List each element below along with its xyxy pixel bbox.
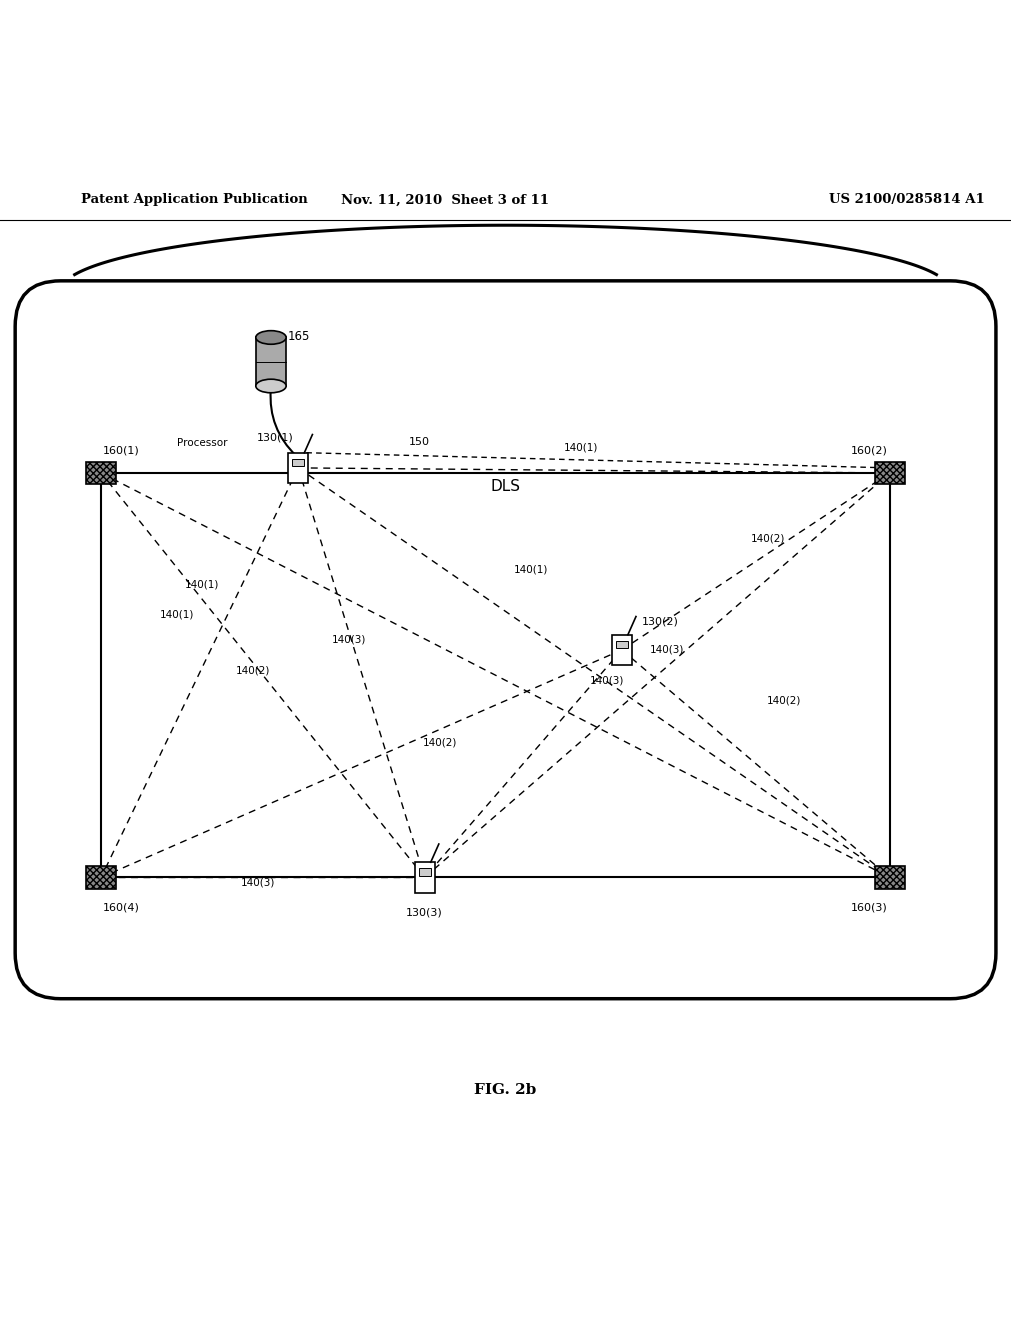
Text: FIG. 2b: FIG. 2b [474,1082,537,1097]
Text: 160(2): 160(2) [851,446,888,455]
Text: 150: 150 [410,437,430,446]
Text: 140(1): 140(1) [564,442,599,453]
Text: 140(1): 140(1) [160,610,195,619]
FancyBboxPatch shape [15,281,996,999]
Bar [101,473,890,878]
Bar [86,866,117,888]
Text: 140(2): 140(2) [752,533,785,544]
Text: 165: 165 [288,330,310,343]
Bar [419,869,431,876]
Ellipse shape [256,379,286,393]
Bar [874,462,905,484]
Text: 140(3): 140(3) [241,878,275,887]
Bar [874,866,905,888]
Bar [611,635,632,665]
Bar [615,640,628,648]
Bar [256,338,286,385]
Text: 140(2): 140(2) [423,738,457,748]
Text: 140(3): 140(3) [650,645,684,655]
Bar [415,862,435,892]
Ellipse shape [256,331,286,345]
Bar [86,462,117,484]
Text: 160(3): 160(3) [851,903,888,912]
Text: 140(3): 140(3) [332,635,366,644]
Text: 140(2): 140(2) [766,696,801,705]
Text: Processor: Processor [177,438,227,447]
Text: US 2100/0285814 A1: US 2100/0285814 A1 [829,194,985,206]
Bar [292,459,304,466]
Text: Nov. 11, 2010  Sheet 3 of 11: Nov. 11, 2010 Sheet 3 of 11 [341,194,549,206]
Text: 160(4): 160(4) [103,903,140,912]
Text: 130(3): 130(3) [407,908,443,917]
Text: DLS: DLS [490,479,520,494]
Bar [288,453,308,483]
Text: 140(3): 140(3) [590,676,624,685]
Text: 130(1): 130(1) [256,433,293,442]
Text: Patent Application Publication: Patent Application Publication [81,194,307,206]
Text: 160(1): 160(1) [103,446,140,455]
Text: 140(2): 140(2) [236,665,270,675]
Text: 140(1): 140(1) [514,564,548,574]
Text: 130(2): 130(2) [642,616,679,627]
Text: 140(1): 140(1) [185,579,219,589]
